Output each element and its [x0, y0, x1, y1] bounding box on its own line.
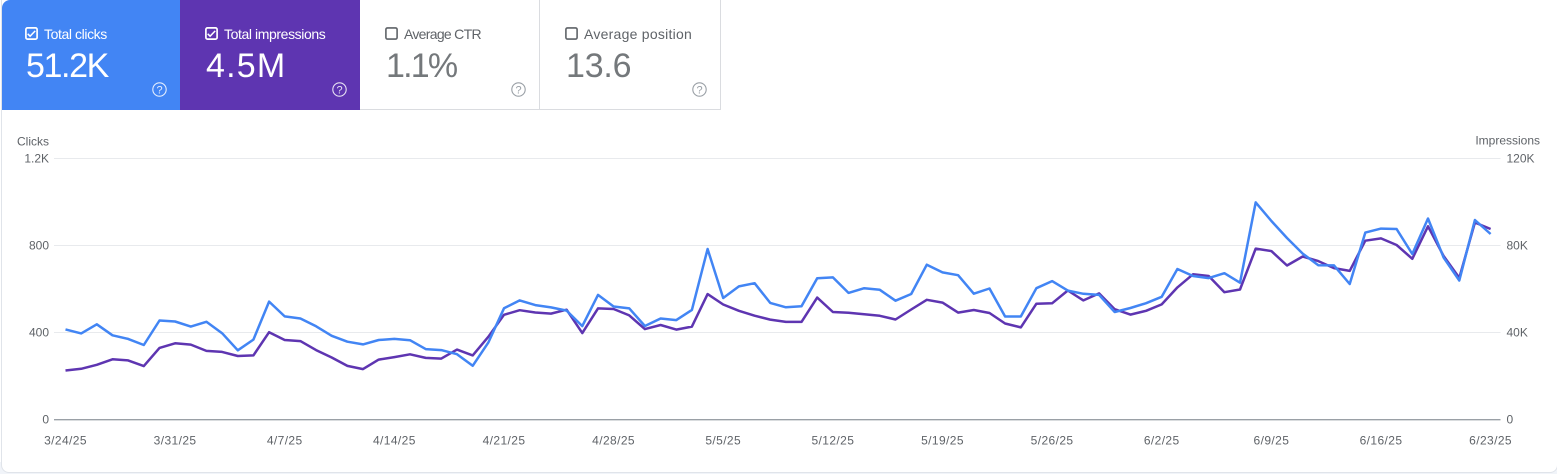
svg-text:4/14/25: 4/14/25	[373, 434, 416, 448]
svg-text:0: 0	[1507, 413, 1514, 427]
svg-text:5/5/25: 5/5/25	[705, 434, 741, 448]
svg-text:4/21/25: 4/21/25	[483, 434, 526, 448]
svg-text:?: ?	[157, 85, 163, 97]
svg-text:4/28/25: 4/28/25	[592, 434, 635, 448]
svg-text:400: 400	[29, 326, 49, 340]
svg-text:?: ?	[337, 85, 343, 97]
svg-text:4/7/25: 4/7/25	[267, 434, 303, 448]
svg-text:40K: 40K	[1507, 326, 1528, 340]
svg-text:?: ?	[697, 85, 703, 97]
svg-text:5/19/25: 5/19/25	[921, 434, 964, 448]
svg-text:Clicks: Clicks	[17, 135, 49, 149]
svg-text:?: ?	[516, 85, 522, 97]
svg-text:1.2K: 1.2K	[24, 152, 49, 166]
svg-text:5/12/25: 5/12/25	[811, 434, 854, 448]
svg-text:800: 800	[29, 239, 49, 253]
svg-text:0: 0	[42, 413, 49, 427]
svg-text:6/23/25: 6/23/25	[1469, 434, 1512, 448]
svg-text:120K: 120K	[1507, 152, 1535, 166]
svg-text:3/31/25: 3/31/25	[154, 434, 197, 448]
svg-text:80K: 80K	[1507, 239, 1528, 253]
svg-text:6/9/25: 6/9/25	[1254, 434, 1290, 448]
svg-text:6/16/25: 6/16/25	[1360, 434, 1403, 448]
svg-text:5/26/25: 5/26/25	[1031, 434, 1074, 448]
svg-text:Impressions: Impressions	[1475, 134, 1540, 148]
svg-text:3/24/25: 3/24/25	[44, 434, 87, 448]
svg-text:6/2/25: 6/2/25	[1144, 434, 1180, 448]
